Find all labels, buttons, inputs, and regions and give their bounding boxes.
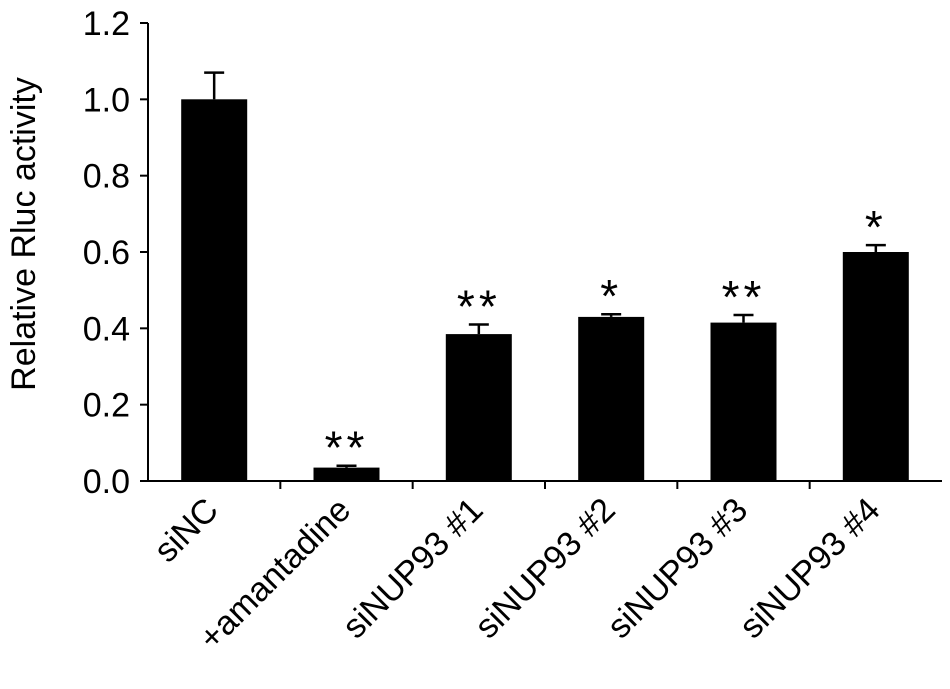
significance-label-4: ** [722, 271, 766, 323]
bar-5 [842, 252, 909, 481]
bar-0 [181, 99, 248, 482]
y-tick-label-4: 0.8 [83, 158, 130, 196]
significance-layer: **** * *** [325, 201, 887, 474]
x-tick-label-3: siNUP93 #2 [468, 491, 623, 646]
axes-layer [147, 23, 942, 482]
y-axis-label-group: Relative Rluc activity [5, 77, 43, 391]
y-tick-label-0: 0.0 [83, 463, 130, 501]
bars-layer [181, 99, 909, 482]
x-tick-label-5: siNUP93 #4 [732, 491, 887, 646]
significance-label-3: * [600, 270, 622, 322]
error-bars-layer [204, 71, 886, 468]
significance-label-5: * [865, 201, 887, 253]
bar-2 [445, 334, 512, 481]
y-tick-label-1: 0.2 [83, 387, 130, 425]
y-tick-label-3: 0.6 [83, 234, 130, 272]
x-tick-label-0: siNC [147, 491, 226, 570]
y-ticks-layer: 0.0 0.2 0.4 0.6 0.8 1.0 1.2 [83, 5, 148, 501]
x-tick-label-2: siNUP93 #1 [335, 491, 490, 646]
x-tick-label-4: siNUP93 #3 [600, 491, 755, 646]
y-axis-label: Relative Rluc activity [5, 77, 43, 391]
bar-3 [578, 316, 645, 481]
significance-label-1: ** [325, 422, 369, 474]
y-tick-label-6: 1.2 [83, 5, 130, 43]
y-tick-label-2: 0.4 [83, 310, 130, 348]
bar-4 [710, 322, 777, 481]
y-tick-label-5: 1.0 [83, 81, 130, 119]
significance-label-2: ** [457, 281, 501, 333]
bar-1 [313, 467, 380, 481]
